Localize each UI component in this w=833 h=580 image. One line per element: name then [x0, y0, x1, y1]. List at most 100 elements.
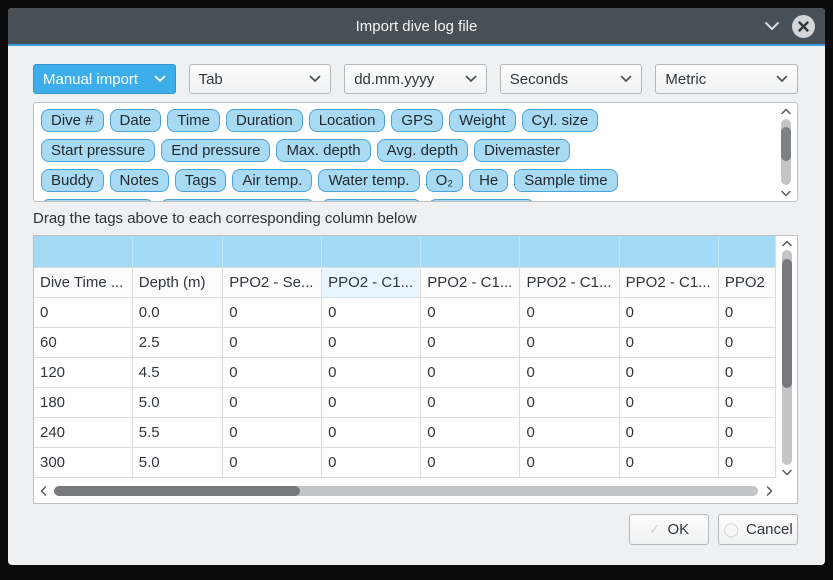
- field-tag[interactable]: Duration: [226, 109, 303, 132]
- column-header-cell[interactable]: PPO2 - C1...: [519, 267, 620, 298]
- column-drop-cell[interactable]: [222, 236, 323, 268]
- scrollbar-thumb[interactable]: [781, 126, 791, 162]
- field-tag[interactable]: Sample temperature: [159, 199, 316, 201]
- field-tag[interactable]: Sample time: [514, 169, 618, 192]
- table-cell: 0: [619, 297, 719, 328]
- field-tag[interactable]: Dive #: [41, 109, 104, 132]
- field-tag[interactable]: Date: [109, 109, 162, 132]
- table-cell: 4.5: [132, 357, 224, 388]
- table-cell: 60: [34, 327, 133, 358]
- field-tag[interactable]: Divemaster: [474, 139, 570, 162]
- import-preview-table-container: Dive Time ... Depth (m) PPO2 - Se... PPO2 -…: [33, 235, 798, 504]
- scroll-left-icon[interactable]: [37, 486, 49, 496]
- table-row: 120 4.5 0 0 0 0 0 0: [34, 357, 776, 388]
- field-tag[interactable]: Buddy: [41, 169, 104, 192]
- date-format-combo[interactable]: dd.mm.yyyy: [344, 64, 487, 94]
- table-cell: 0: [420, 387, 521, 418]
- column-header-cell[interactable]: PPO2 - C1...: [321, 267, 422, 298]
- column-header-cell[interactable]: Dive Time ...: [34, 267, 133, 298]
- table-horizontal-scrollbar[interactable]: [37, 481, 775, 501]
- table-cell: 0: [321, 357, 422, 388]
- table-cell: 0: [519, 297, 620, 328]
- field-tag[interactable]: O₂: [425, 169, 464, 192]
- field-tag[interactable]: End pressure: [161, 139, 271, 162]
- scrollbar-track[interactable]: [54, 486, 758, 496]
- scrollbar-thumb[interactable]: [54, 486, 301, 496]
- table-vertical-scrollbar[interactable]: [778, 238, 795, 477]
- scroll-down-icon[interactable]: [781, 467, 793, 477]
- table-cell: 0: [420, 297, 521, 328]
- table-cell: 0: [321, 387, 422, 418]
- titlebar[interactable]: Import dive log file: [8, 8, 825, 44]
- scrollbar-thumb[interactable]: [781, 258, 792, 388]
- import-source-combo[interactable]: Manual import: [33, 64, 176, 94]
- table-cell: 120: [34, 357, 133, 388]
- column-drop-cell[interactable]: [321, 236, 422, 268]
- ok-button[interactable]: ✓ OK: [629, 514, 709, 545]
- column-header-cell[interactable]: PPO2 - C1...: [420, 267, 521, 298]
- field-tag[interactable]: Location: [308, 109, 386, 132]
- field-tag[interactable]: Sample CNS: [428, 199, 536, 201]
- column-header-cell[interactable]: Depth (m): [132, 267, 224, 298]
- column-header-cell[interactable]: PPO2 - C1...: [619, 267, 719, 298]
- import-dialog-window: Import dive log file Manual import Tab d…: [8, 8, 825, 565]
- combo-value: Manual import: [43, 70, 139, 88]
- field-tag[interactable]: GPS: [391, 109, 444, 132]
- column-drop-cell[interactable]: [34, 236, 133, 268]
- chevron-down-icon: [309, 75, 321, 82]
- column-header-cell[interactable]: PPO2 - Se...: [222, 267, 323, 298]
- instruction-label: Drag the tags above to each correspondin…: [33, 210, 417, 227]
- field-tag[interactable]: He: [469, 169, 509, 192]
- scrollbar-track[interactable]: [781, 119, 791, 185]
- field-tag[interactable]: Max. depth: [276, 139, 371, 162]
- table-cell: 240: [34, 417, 133, 448]
- field-tag[interactable]: Start pressure: [41, 139, 156, 162]
- tag-rows: Dive # Date Time Duration Location GPS Weight C…: [41, 109, 767, 201]
- close-button[interactable]: [792, 14, 815, 38]
- preview-table: Dive Time ... Depth (m) PPO2 - Se... PPO2 -…: [34, 236, 776, 478]
- table-cell: 0: [619, 417, 719, 448]
- cancel-button[interactable]: ◯ Cancel: [718, 514, 798, 545]
- tag-row: Dive # Date Time Duration Location GPS Weight C…: [41, 109, 767, 132]
- column-drop-cell[interactable]: [718, 236, 776, 268]
- table-cell: 180: [34, 387, 133, 418]
- tag-pool-vertical-scrollbar[interactable]: [778, 106, 794, 198]
- column-drop-cell[interactable]: [132, 236, 224, 268]
- scroll-right-icon[interactable]: [763, 486, 775, 496]
- tag-pool: Dive # Date Time Duration Location GPS Weight C…: [33, 102, 798, 202]
- units-combo[interactable]: Metric: [655, 64, 798, 94]
- scroll-up-icon[interactable]: [780, 106, 792, 116]
- column-drop-cell[interactable]: [619, 236, 719, 268]
- column-drop-cell[interactable]: [420, 236, 521, 268]
- column-drop-cell[interactable]: [519, 236, 620, 268]
- field-tag[interactable]: Sample depth: [41, 199, 154, 201]
- field-tag[interactable]: Cyl. size: [521, 109, 599, 132]
- dialog-content: Manual import Tab dd.mm.yyyy Seconds Met…: [8, 46, 825, 545]
- ok-button-label: OK: [667, 521, 690, 538]
- table-cell: 0: [718, 357, 776, 388]
- scrollbar-track[interactable]: [781, 250, 792, 465]
- cancel-circle-icon: ◯: [723, 521, 739, 537]
- field-tag[interactable]: Avg. depth: [376, 139, 469, 162]
- table-cell: 0: [420, 417, 521, 448]
- field-separator-combo[interactable]: Tab: [188, 64, 332, 94]
- field-tag[interactable]: Time: [167, 109, 220, 132]
- field-tag[interactable]: Air temp.: [232, 169, 313, 192]
- cancel-button-label: Cancel: [745, 521, 793, 538]
- field-tag[interactable]: Tags: [174, 169, 227, 192]
- field-tag[interactable]: Water temp.: [318, 169, 420, 192]
- chevron-down-icon: [621, 75, 632, 82]
- titlebar-actions: [764, 8, 815, 44]
- table-cell: 0: [222, 327, 323, 358]
- close-icon: [798, 20, 809, 32]
- field-tag[interactable]: Sample pO₂: [321, 199, 423, 201]
- duration-format-combo[interactable]: Seconds: [499, 64, 643, 94]
- scroll-up-icon[interactable]: [781, 238, 793, 248]
- field-tag[interactable]: Notes: [109, 169, 169, 192]
- chevron-down-icon[interactable]: [764, 21, 780, 31]
- field-tag[interactable]: Weight: [449, 109, 516, 132]
- table-cell: 0: [321, 297, 422, 328]
- table-row: 240 5.5 0 0 0 0 0 0: [34, 417, 776, 448]
- column-header-cell[interactable]: PPO2: [718, 267, 776, 298]
- scroll-down-icon[interactable]: [780, 188, 792, 198]
